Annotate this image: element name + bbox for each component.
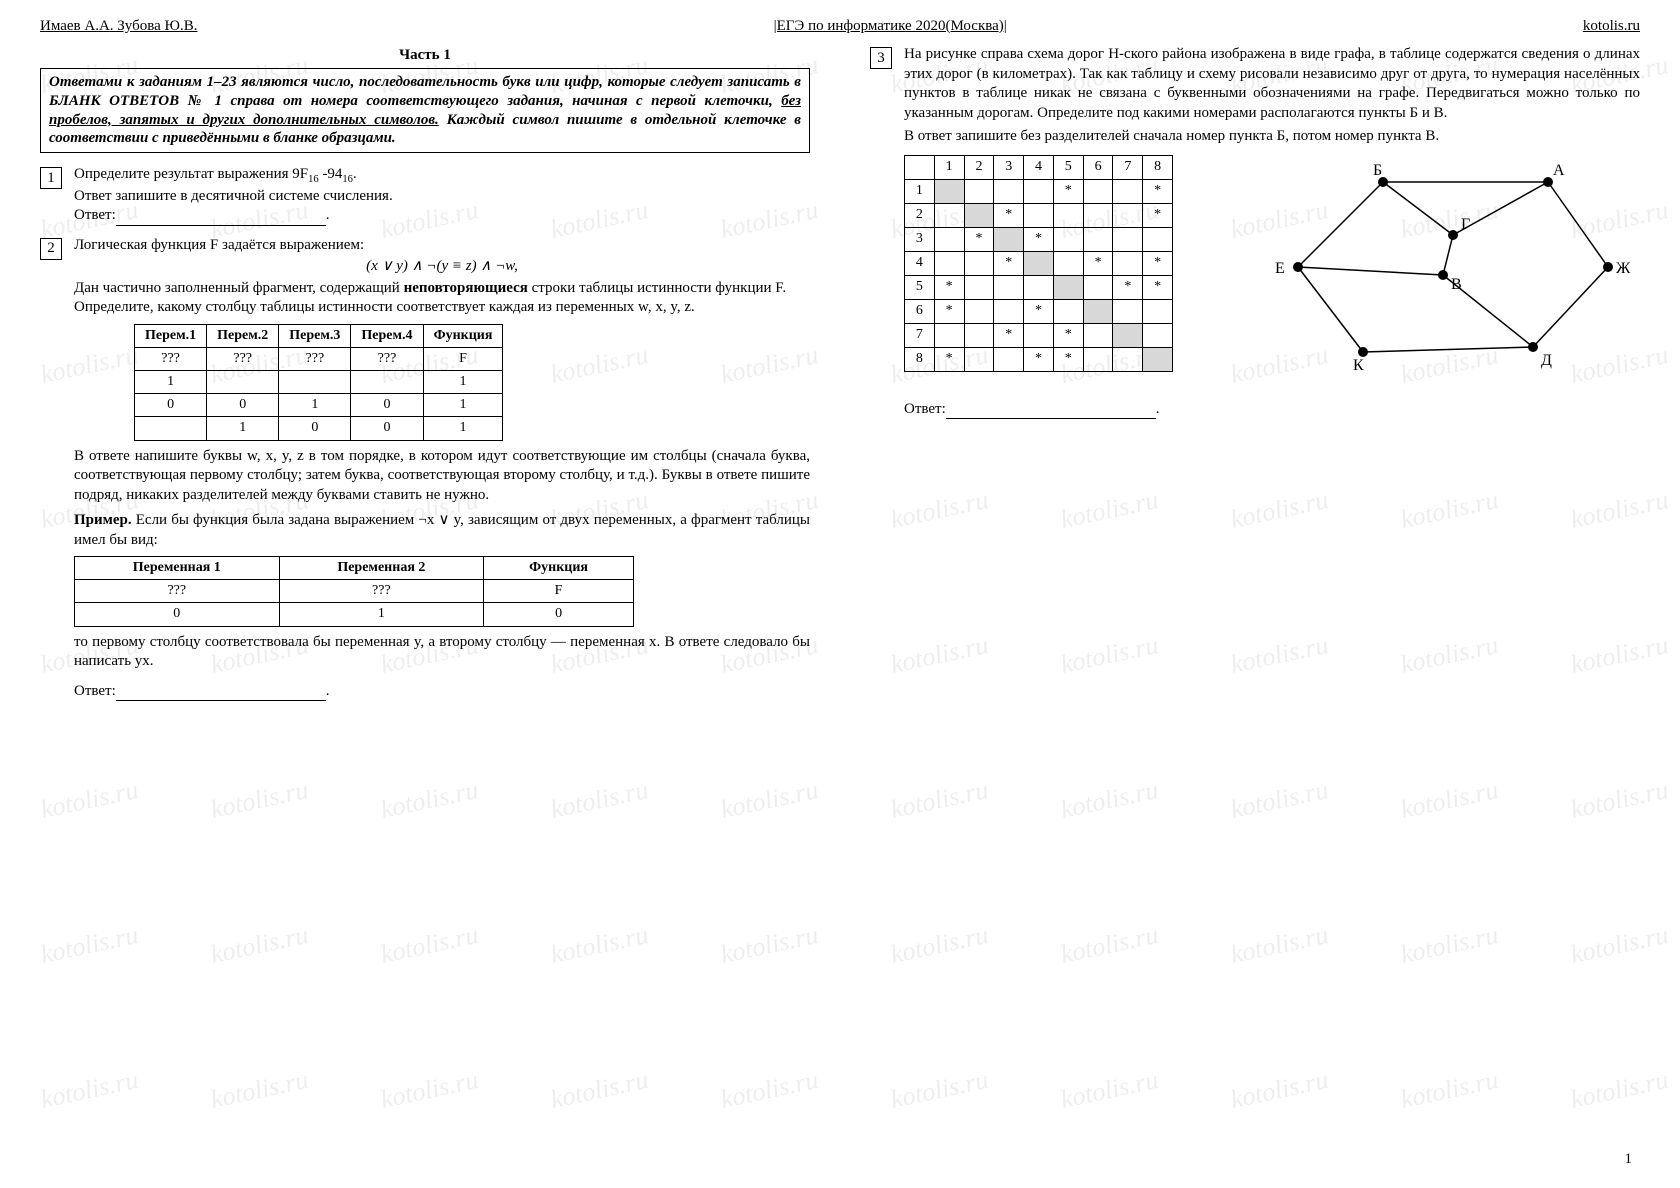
task3-adjacency-table: 12345678 1**2**3**4***5***6**7**8***: [904, 155, 1173, 372]
header-center: |ЕГЭ по информатике 2020(Москва)|: [774, 18, 1007, 35]
page-number: 1: [1625, 1151, 1633, 1168]
task3-text2: В ответ запишите без разделителей сначал…: [904, 127, 1640, 147]
task1-line1: Определите результат выражения 9F16 -941…: [74, 165, 810, 187]
task-number: 1: [40, 167, 62, 189]
task3-graph: А Б Г Е В Ж К Д: [1213, 147, 1640, 382]
task2-formula: (x ∨ y) ∧ ¬(y ≡ z) ∧ ¬w,: [74, 257, 810, 277]
task2-line3: Определите, какому столбцу таблицы истин…: [74, 298, 810, 318]
svg-text:Б: Б: [1373, 162, 1382, 179]
task1-answer: Ответ:.: [74, 206, 810, 226]
task-2: 2 Логическая функция F задаётся выражени…: [40, 236, 810, 702]
svg-text:К: К: [1353, 357, 1364, 374]
task3-text: На рисунке справа схема дорог Н-ского ра…: [904, 45, 1640, 123]
right-column: 3 На рисунке справа схема дорог Н-ского …: [870, 45, 1640, 711]
svg-text:А: А: [1553, 162, 1565, 179]
task2-line2: Дан частично заполненный фрагмент, содер…: [74, 279, 810, 299]
svg-text:Е: Е: [1275, 260, 1285, 277]
task-3: 3 На рисунке справа схема дорог Н-ского …: [870, 45, 1640, 419]
svg-text:Г: Г: [1461, 216, 1470, 233]
task2-line1: Логическая функция F задаётся выражением…: [74, 236, 810, 256]
svg-text:В: В: [1451, 276, 1462, 293]
part-title: Часть 1: [40, 47, 810, 64]
task1-line2: Ответ запишите в десятичной системе счис…: [74, 187, 810, 207]
task-number: 3: [870, 47, 892, 69]
task2-answer: Ответ:.: [74, 682, 810, 702]
header-left: Имаев А.А. Зубова Ю.В.: [40, 18, 197, 35]
svg-text:Ж: Ж: [1616, 260, 1631, 277]
task2-para1: В ответе напишите буквы w, x, y, z в том…: [74, 447, 810, 506]
task2-para3: то первому столбцу соответствовала бы пе…: [74, 633, 810, 672]
left-column: Часть 1 Ответами к заданиям 1–23 являютс…: [40, 45, 810, 711]
header-right: kotolis.ru: [1583, 18, 1640, 35]
task2-para2: Пример. Если бы функция была задана выра…: [74, 511, 810, 550]
instructions-box: Ответами к заданиям 1–23 являются число,…: [40, 68, 810, 153]
task-number: 2: [40, 238, 62, 260]
task3-answer: Ответ:.: [904, 400, 1640, 420]
svg-text:Д: Д: [1541, 352, 1552, 369]
task-1: 1 Определите результат выражения 9F16 -9…: [40, 165, 810, 226]
header: Имаев А.А. Зубова Ю.В. |ЕГЭ по информати…: [40, 18, 1640, 35]
task2-table: Перем.1Перем.2Перем.3Перем.4Функция ????…: [134, 324, 503, 441]
task2-example-table: Переменная 1Переменная 2Функция ??????F0…: [74, 556, 634, 627]
